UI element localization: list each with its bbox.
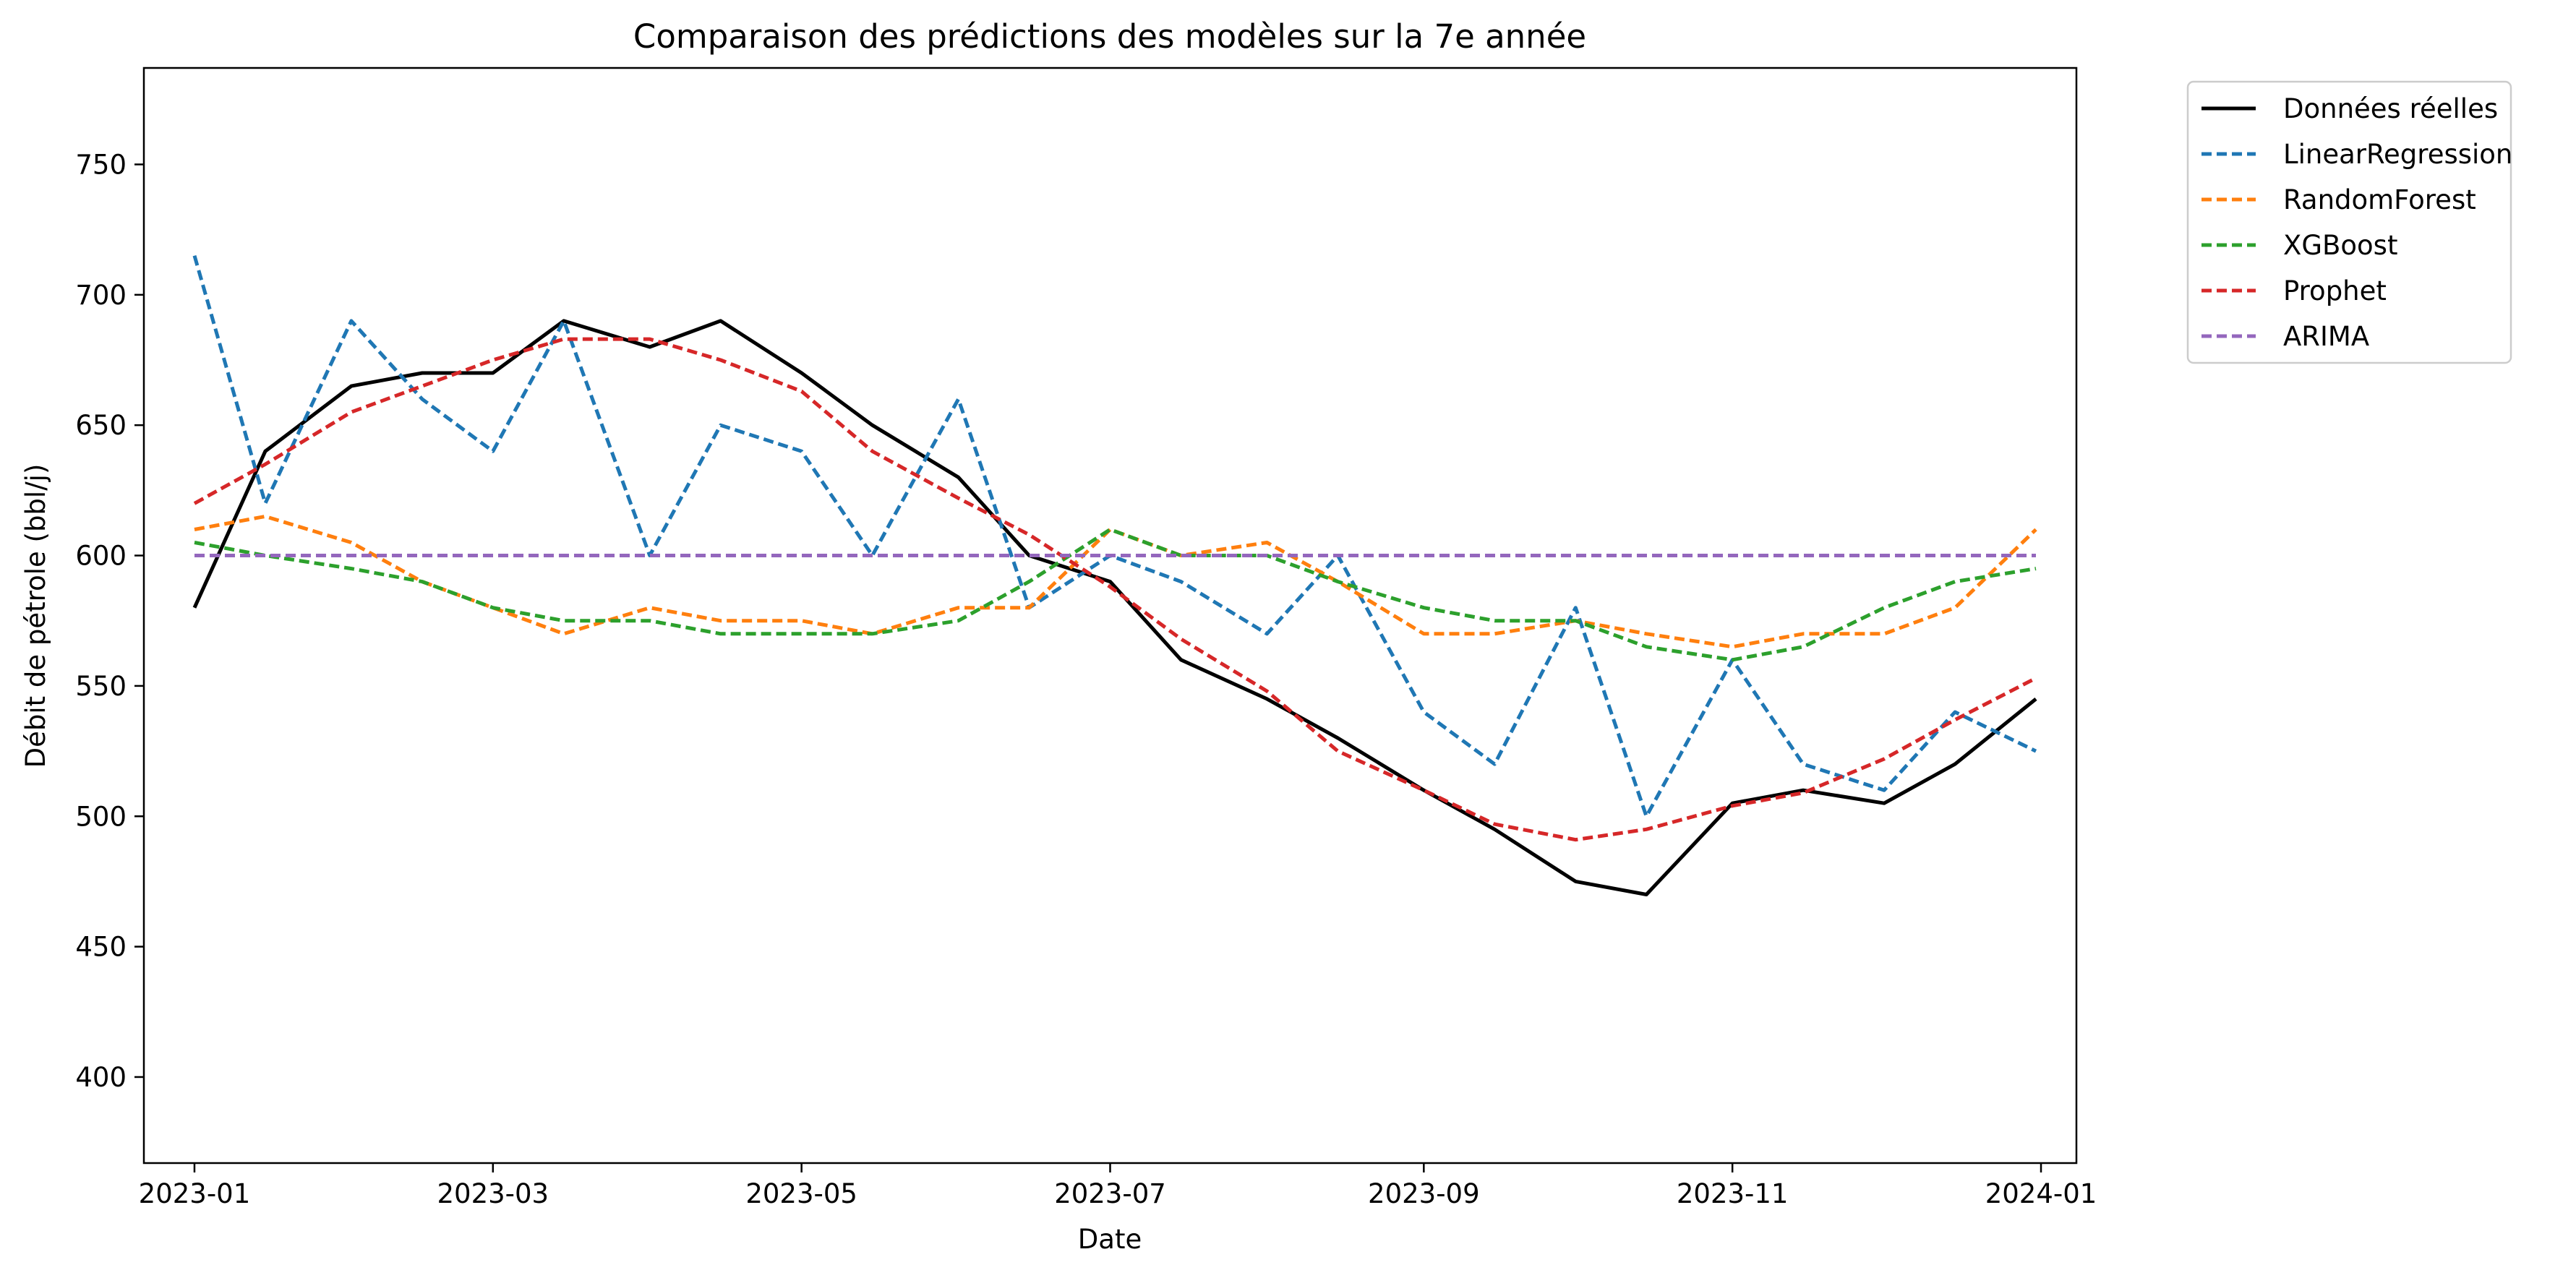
x-tick-label-4: 2023-09 [1368,1178,1480,1209]
x-tick-label-2: 2023-05 [745,1178,857,1209]
y-tick-label-3: 550 [75,671,127,702]
y-tick-label-4: 600 [75,541,127,572]
legend-box [2186,80,2512,364]
legend-label-1: LinearRegression [2283,139,2512,170]
y-tick-label-7: 750 [75,149,127,180]
legend-label-2: RandomForest [2283,184,2476,215]
series-line-4 [193,337,2037,842]
y-tick-label-5: 650 [75,410,127,441]
x-tick-label-0: 2023-01 [139,1178,251,1209]
legend-label-5: ARIMA [2283,321,2369,352]
series-line-2 [194,514,2037,649]
y-axis-label: Débit de pétrole (bbl/j) [20,464,51,768]
legend-label-4: Prophet [2283,275,2387,306]
plot-lines [192,255,2037,896]
plot-frame [142,67,2078,1165]
x-tick-label-6: 2024-01 [1985,1178,2097,1209]
legend-label-3: XGBoost [2283,230,2397,261]
x-axis: 2023-01 2023-03 2023-05 2023-07 2023-09 2023-… [139,1163,2097,1209]
series-line-1 [192,255,2037,818]
x-tick-label-5: 2023-11 [1677,1178,1789,1209]
x-tick-label-3: 2023-07 [1054,1178,1166,1209]
chart-title: Comparaison des prédictions des modèles … [633,17,1586,56]
legend-label-0: Données réelles [2283,93,2498,124]
y-tick-label-1: 450 [75,932,127,963]
x-axis-label: Date [1078,1224,1142,1255]
series-line-3 [194,528,2037,662]
series-line-0 [192,319,2037,896]
y-tick-label-2: 500 [75,801,127,832]
y-tick-label-6: 700 [75,280,127,311]
x-tick-label-1: 2023-03 [437,1178,549,1209]
y-tick-label-0: 400 [75,1062,127,1093]
y-axis: 400 450 500 550 600 650 700 750 [75,149,144,1093]
legend: Données réelles LinearRegression RandomFor… [2186,80,2512,364]
